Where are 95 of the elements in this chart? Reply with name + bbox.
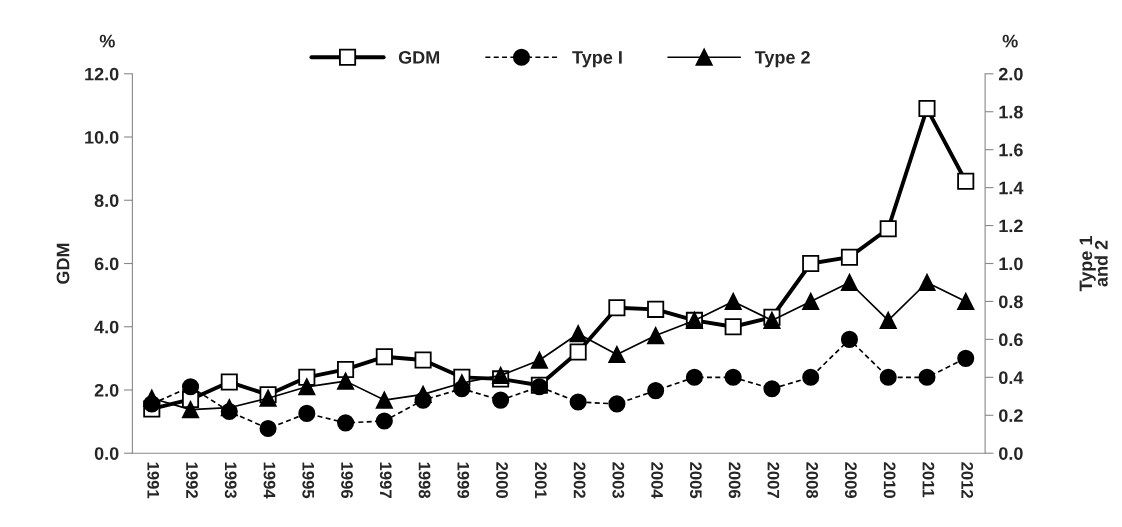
point [608,395,626,413]
x-tick-label: 1998 [418,462,431,499]
point [918,273,936,292]
point [879,311,897,329]
y-tick-label: 10.0 [85,130,119,144]
x-tick-label: 2007 [767,462,780,498]
point [259,420,277,438]
x-tick-label: 2002 [573,462,586,498]
y2-tick-label: 2.0 [998,67,1023,81]
point [375,412,393,430]
x-tick-label: 1994 [263,462,276,499]
point [763,380,781,398]
y-axis-title: GDM [56,243,70,284]
point [608,299,626,317]
point [802,292,820,310]
point [840,330,858,348]
point [375,348,393,366]
point [569,343,587,361]
legend-label: Type 2 [754,50,810,68]
legend-label: GDM [398,50,440,64]
point [298,404,316,422]
point [530,351,548,369]
point [337,372,355,390]
y2-tick-label: 1.2 [999,219,1023,233]
point [337,360,355,378]
y2-tick-label: 1.0 [999,257,1023,271]
point [492,391,510,409]
point [685,368,703,386]
y-tick-label: 12.0 [85,67,119,81]
y-tick-label: 6.0 [94,257,119,271]
point [802,368,820,386]
y2-tick-label: 1.6 [999,143,1023,157]
point [569,393,587,411]
point [181,401,200,419]
y2-tick-label: 0.2 [999,409,1023,422]
y2-tick-label: 0.0 [999,447,1023,460]
legend-label: Type I [572,51,622,68]
x-tick-label: 2005 [689,462,702,499]
point [453,374,471,392]
point [840,273,858,292]
point [724,292,742,310]
point [957,349,975,367]
point [647,300,665,318]
y2-tick-label: 0.8 [999,295,1023,309]
x-tick-label: 1992 [186,462,198,498]
x-tick-label: 1993 [224,462,237,499]
x-tick-label: 2001 [534,462,547,499]
x-tick-label: 2011 [922,462,935,498]
point [957,292,975,310]
point [414,351,432,369]
point [375,391,393,409]
point [647,327,665,345]
point [879,220,897,238]
point [724,318,742,336]
x-tick-label: 2003 [612,462,625,499]
text: % [99,34,115,48]
y-tick-label: 2.0 [94,383,119,397]
x-tick-label: 2008 [806,462,819,499]
point [840,248,858,266]
x-tick-label: 1991 [147,462,160,499]
x-tick-label: 2012 [961,462,974,498]
x-tick-label: 1999 [457,462,470,499]
point [647,382,665,400]
point [181,378,200,396]
y2-tick-label: 0.6 [999,333,1023,347]
x-tick-label: 2010 [883,462,896,498]
point [918,368,936,386]
point [918,100,936,118]
point [298,378,316,396]
point [802,254,820,273]
x-tick-label: 1996 [341,462,353,499]
y2-tick-label: 1.4 [999,181,1024,195]
x-tick-label: 2006 [728,462,741,499]
point [879,368,897,386]
point [220,373,238,391]
point [337,414,355,432]
text: % [1002,34,1018,48]
point [569,325,587,343]
x-tick-label: 1995 [302,462,315,499]
y2-axis-title: Type 1 and 2 [1079,236,1108,292]
x-tick-label: 1997 [379,462,392,498]
y2-tick-label: 1.8 [999,105,1023,119]
point [957,172,975,190]
x-tick-label: 2009 [844,462,857,499]
point [608,346,626,364]
point [414,385,432,403]
y-tick-label: 0.0 [94,447,119,460]
y-tick-label: 4.0 [94,320,119,334]
x-tick-label: 2004 [651,462,663,499]
point [724,368,742,386]
y-tick-label: 8.0 [94,194,119,207]
point [492,366,510,384]
y2-tick-label: 0.4 [999,371,1024,385]
point [220,399,238,417]
x-tick-label: 2000 [496,462,508,498]
